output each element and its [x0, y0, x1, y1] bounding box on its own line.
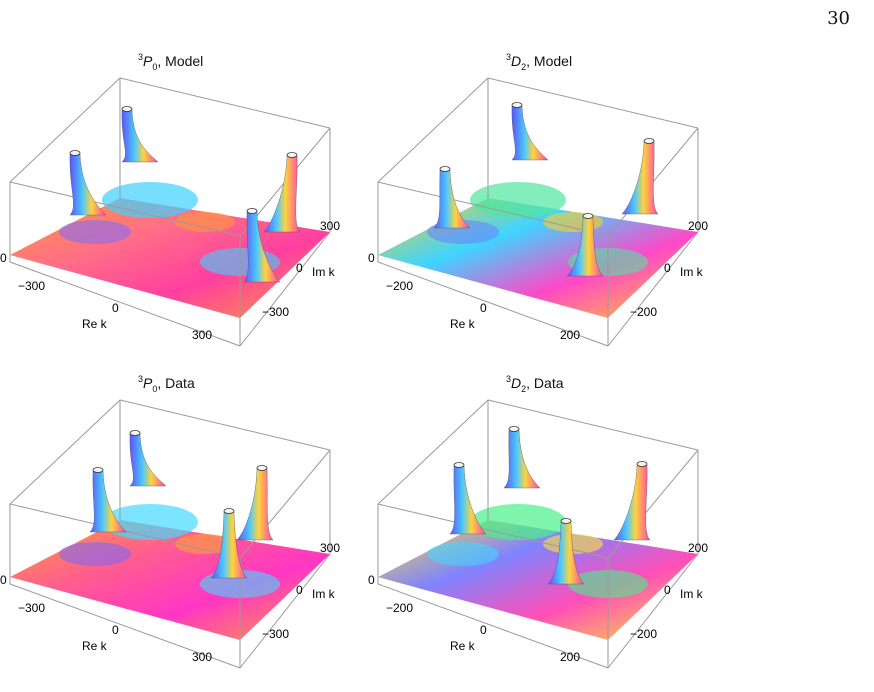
y-tick-label: −200 — [630, 305, 657, 319]
y-axis-label: Im k — [680, 587, 704, 601]
phase-swirl — [59, 542, 131, 566]
phase-swirl — [470, 182, 566, 218]
x-axis-label: Re k — [82, 639, 108, 653]
phase-swirl — [175, 534, 235, 554]
y-axis-label: Im k — [312, 587, 336, 601]
pole-spike-cap — [92, 467, 104, 473]
x-tick-label: 300 — [192, 328, 212, 342]
pole-spike — [129, 433, 167, 487]
pole-spike — [621, 141, 659, 215]
plot-panel-p4: 3D2, Data 0 −200 0 200 Re k 200 0 −200 Im k — [368, 374, 708, 669]
phase-swirl — [59, 220, 131, 244]
phase-swirl — [175, 212, 235, 232]
pole-spike — [121, 109, 159, 163]
pole-spike-cap — [246, 208, 258, 214]
z-tick-label: 0 — [0, 251, 7, 265]
x-tick-label: 300 — [192, 650, 212, 664]
pole-spike — [613, 464, 651, 541]
plot-panel-p1: 3P0, Model 0 −300 0 300 Re k 300 0 −300 Im k — [0, 52, 340, 347]
y-tick-label: 200 — [688, 541, 708, 555]
y-tick-label: 0 — [664, 583, 671, 597]
plot-box — [377, 77, 699, 347]
pole-spike-cap — [121, 106, 133, 112]
pole-spike-cap — [636, 461, 648, 467]
pole-spike-cap — [223, 508, 235, 514]
pole-spike-cap — [560, 518, 572, 524]
pole-spike-cap — [582, 213, 594, 219]
page-number: 30 — [827, 8, 850, 29]
z-tick-label: 0 — [368, 251, 375, 265]
phase-swirl — [543, 212, 603, 232]
plot-panel-p2: 3D2, Model 0 −200 0 200 Re k 200 0 −200 Im k — [368, 52, 708, 347]
x-tick-label: −200 — [386, 279, 413, 293]
y-tick-label: 0 — [296, 261, 303, 275]
pole-spike-cap — [256, 465, 268, 471]
x-tick-label: −300 — [18, 601, 45, 615]
pole-spike-cap — [511, 102, 523, 108]
phase-swirl — [102, 182, 198, 218]
y-tick-label: 300 — [320, 219, 340, 233]
phase-swirl — [470, 504, 566, 540]
x-tick-label: 0 — [112, 623, 119, 637]
pole-spike — [511, 105, 549, 161]
x-axis-label: Re k — [82, 317, 108, 331]
x-tick-label: −200 — [386, 601, 413, 615]
x-tick-label: 0 — [112, 301, 119, 315]
pole-spike — [69, 153, 107, 216]
phase-swirl — [427, 542, 499, 566]
y-axis-label: Im k — [680, 265, 704, 279]
pole-spike — [263, 155, 301, 233]
y-axis-label: Im k — [312, 265, 336, 279]
x-tick-label: 0 — [480, 623, 487, 637]
pole-spike-cap — [69, 150, 81, 156]
pole-spike-cap — [439, 166, 451, 172]
y-tick-label: 300 — [320, 541, 340, 555]
panel-title: 3D2, Model — [506, 52, 572, 72]
pole-spike — [503, 429, 541, 489]
y-tick-label: −200 — [630, 627, 657, 641]
pole-spike-cap — [453, 462, 465, 468]
pole-spike-cap — [286, 152, 298, 158]
z-tick-label: 0 — [0, 573, 7, 587]
pole-spike-cap — [643, 138, 655, 144]
pole-spike-cap — [129, 430, 141, 436]
pole-spike — [236, 468, 274, 541]
plot-panel-p3: 3P0, Data 0 −300 0 300 Re k 300 0 −300 Im k — [0, 374, 340, 669]
y-tick-label: 0 — [664, 261, 671, 275]
y-tick-label: −300 — [262, 305, 289, 319]
x-tick-label: −300 — [18, 279, 45, 293]
panel-title: 3P0, Data — [138, 374, 195, 394]
z-tick-label: 0 — [368, 573, 375, 587]
x-tick-label: 200 — [560, 650, 580, 664]
y-tick-label: −300 — [262, 627, 289, 641]
panel-title: 3P0, Model — [138, 52, 203, 72]
x-tick-label: 0 — [480, 301, 487, 315]
x-axis-label: Re k — [450, 639, 476, 653]
x-tick-label: 200 — [560, 328, 580, 342]
y-tick-label: 200 — [688, 219, 708, 233]
phase-swirl — [543, 534, 603, 554]
y-tick-label: 0 — [296, 583, 303, 597]
panel-title: 3D2, Data — [506, 374, 564, 394]
x-axis-label: Re k — [450, 317, 476, 331]
pole-spike-cap — [508, 426, 520, 432]
